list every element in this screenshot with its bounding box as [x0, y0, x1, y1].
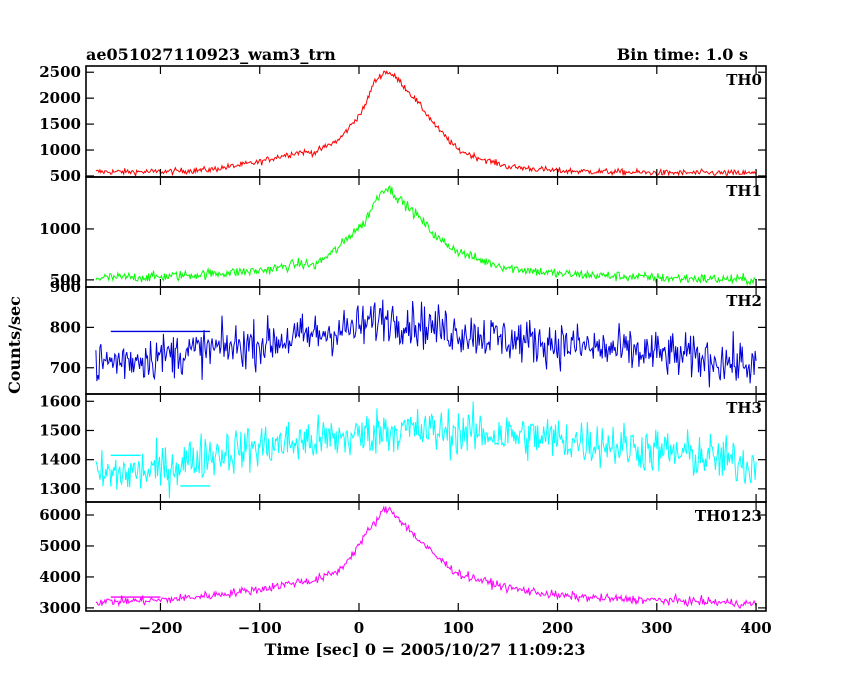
- x-tick-label: −200: [139, 619, 183, 637]
- panel-name-th1: TH1: [726, 182, 762, 200]
- y-tick-label: 2000: [39, 89, 81, 107]
- panel-frame: [85, 501, 767, 612]
- series-th3-line: [95, 401, 757, 499]
- y-tick-label: 900: [50, 278, 81, 296]
- panel-name-th0123: TH0123: [695, 507, 762, 525]
- panel-th0123: 3000 4000 5000 6000 TH0123: [39, 501, 767, 617]
- y-axis-label: Counts/sec: [5, 296, 24, 394]
- y-tick-label: 700: [50, 359, 81, 377]
- series-th2-line: [95, 299, 757, 388]
- y-tick-label: 5000: [39, 537, 81, 555]
- y-tick-label: 500: [50, 167, 81, 185]
- x-tick-label: 0: [354, 619, 364, 637]
- y-tick-label: 2500: [39, 63, 81, 81]
- y-tick-label: 800: [50, 318, 81, 336]
- y-tick-label: 1500: [39, 421, 81, 439]
- series-th0-line: [95, 69, 757, 177]
- y-tick-label: 1400: [39, 451, 81, 469]
- x-tick-label: 200: [542, 619, 573, 637]
- panel-th0: 500 1000 1500 2000 2500 TH0: [39, 63, 767, 185]
- y-tick-label: 6000: [39, 506, 81, 524]
- panel-frame: [85, 65, 767, 178]
- y-tick-label: 1000: [39, 141, 81, 159]
- x-tick-label: 400: [740, 619, 771, 637]
- panel-name-th3: TH3: [726, 399, 762, 417]
- y-tick-label: 1500: [39, 115, 81, 133]
- y-tick-label: 4000: [39, 568, 81, 586]
- series-th0123-line: [95, 505, 757, 609]
- x-axis-label: Time [sec] 0 = 2005/10/27 11:09:23: [265, 640, 586, 659]
- x-tick-label: −100: [238, 619, 282, 637]
- x-tick-label: 100: [443, 619, 474, 637]
- series-th1-line: [95, 184, 757, 287]
- panel-name-th0: TH0: [726, 71, 762, 89]
- panel-th2: 700 800 900 TH2: [50, 278, 767, 395]
- y-tick-label: 1000: [39, 220, 81, 238]
- panel-th1: 500 1000 TH1: [39, 176, 767, 289]
- panel-frame: [85, 176, 767, 288]
- y-tick-label: 1600: [39, 392, 81, 410]
- y-tick-label: 1300: [39, 480, 81, 498]
- panel-th3: 1300 1400 1500 1600 TH3: [39, 392, 767, 503]
- y-tick-label: 500: [50, 271, 81, 289]
- chart-title: ae051027110923_wam3_trn: [86, 45, 336, 64]
- x-tick-label: 300: [641, 619, 672, 637]
- bin-time-label: Bin time: 1.0 s: [617, 45, 748, 64]
- y-tick-label: 3000: [39, 599, 81, 617]
- panel-name-th2: TH2: [726, 292, 762, 310]
